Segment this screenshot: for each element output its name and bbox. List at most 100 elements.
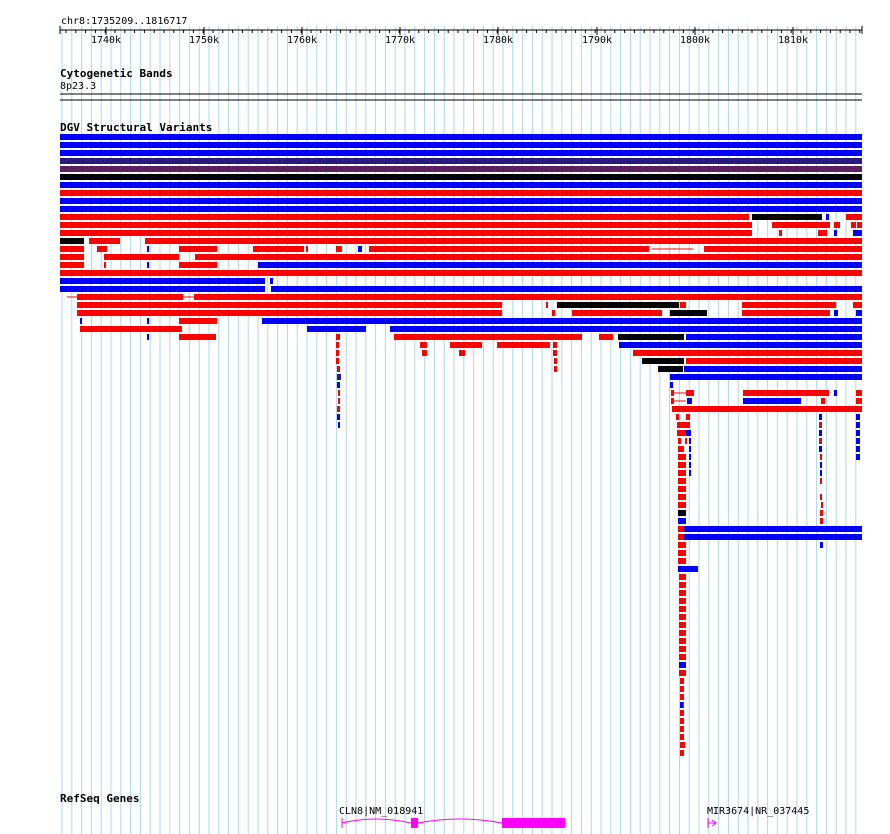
sv-feature[interactable] xyxy=(60,206,862,212)
sv-feature[interactable] xyxy=(679,638,686,644)
sv-feature[interactable] xyxy=(104,254,179,260)
sv-feature[interactable] xyxy=(554,366,557,372)
sv-feature[interactable] xyxy=(679,582,686,588)
sv-feature[interactable] xyxy=(337,382,340,388)
sv-feature[interactable] xyxy=(60,182,862,188)
sv-feature[interactable] xyxy=(851,222,856,228)
sv-feature[interactable] xyxy=(819,446,822,452)
sv-feature[interactable] xyxy=(857,222,862,228)
sv-feature[interactable] xyxy=(678,542,686,548)
sv-feature[interactable] xyxy=(684,526,862,532)
cln8-exon-1[interactable] xyxy=(411,818,418,828)
sv-feature[interactable] xyxy=(678,566,698,572)
sv-feature[interactable] xyxy=(572,310,662,316)
sv-feature[interactable] xyxy=(679,622,686,628)
sv-feature[interactable] xyxy=(258,262,862,268)
sv-feature[interactable] xyxy=(77,294,183,300)
sv-feature[interactable] xyxy=(686,358,862,364)
sv-feature[interactable] xyxy=(670,310,707,316)
sv-feature[interactable] xyxy=(60,238,84,244)
sv-feature[interactable] xyxy=(179,246,217,252)
cytoband-track-title[interactable]: Cytogenetic Bands xyxy=(60,67,173,80)
sv-feature[interactable] xyxy=(60,134,862,140)
sv-feature[interactable] xyxy=(60,158,862,164)
sv-feature[interactable] xyxy=(686,334,862,340)
sv-feature[interactable] xyxy=(856,454,860,460)
sv-feature[interactable] xyxy=(390,326,862,332)
sv-feature[interactable] xyxy=(687,398,692,404)
sv-feature[interactable] xyxy=(179,334,216,340)
sv-feature[interactable] xyxy=(60,166,862,172)
sv-feature[interactable] xyxy=(689,470,691,476)
sv-feature[interactable] xyxy=(678,558,686,564)
sv-feature[interactable] xyxy=(779,230,782,236)
refseq-track-title[interactable]: RefSeq Genes xyxy=(60,792,140,805)
sv-feature[interactable] xyxy=(678,534,686,540)
sv-feature[interactable] xyxy=(80,326,182,332)
sv-feature[interactable] xyxy=(307,326,366,332)
sv-feature[interactable] xyxy=(557,302,679,308)
sv-feature[interactable] xyxy=(619,342,862,348)
sv-feature[interactable] xyxy=(704,246,862,252)
sv-feature[interactable] xyxy=(821,502,823,508)
sv-feature[interactable] xyxy=(821,398,825,404)
sv-feature[interactable] xyxy=(819,430,822,436)
sv-feature[interactable] xyxy=(262,318,862,324)
sv-feature[interactable] xyxy=(60,150,862,156)
sv-feature[interactable] xyxy=(336,358,339,364)
sv-feature[interactable] xyxy=(553,350,557,356)
sv-feature[interactable] xyxy=(678,550,686,556)
sv-feature[interactable] xyxy=(743,398,801,404)
sv-feature[interactable] xyxy=(394,334,582,340)
sv-feature[interactable] xyxy=(599,334,613,340)
sv-feature[interactable] xyxy=(60,142,862,148)
sv-feature[interactable] xyxy=(459,350,465,356)
sv-feature[interactable] xyxy=(678,470,686,476)
sv-feature[interactable] xyxy=(679,670,686,676)
sv-feature[interactable] xyxy=(179,318,217,324)
sv-feature[interactable] xyxy=(678,518,686,524)
sv-feature[interactable] xyxy=(450,342,482,348)
sv-feature[interactable] xyxy=(680,702,683,708)
sv-feature[interactable] xyxy=(678,502,686,508)
sv-feature[interactable] xyxy=(337,414,340,420)
sv-feature[interactable] xyxy=(179,262,217,268)
sv-feature[interactable] xyxy=(253,246,304,252)
sv-feature[interactable] xyxy=(689,454,691,460)
sv-feature[interactable] xyxy=(678,462,686,468)
sv-feature[interactable] xyxy=(819,422,822,428)
sv-feature[interactable] xyxy=(336,342,339,348)
sv-feature[interactable] xyxy=(742,302,836,308)
sv-feature[interactable] xyxy=(820,454,822,460)
sv-feature[interactable] xyxy=(678,526,686,532)
sv-feature[interactable] xyxy=(679,614,686,620)
sv-feature[interactable] xyxy=(80,318,82,324)
sv-feature[interactable] xyxy=(679,646,686,652)
sv-feature[interactable] xyxy=(743,390,829,396)
sv-feature[interactable] xyxy=(676,414,679,420)
sv-feature[interactable] xyxy=(678,438,681,444)
sv-feature[interactable] xyxy=(336,246,342,252)
sv-feature[interactable] xyxy=(97,246,107,252)
sv-feature[interactable] xyxy=(678,494,686,500)
sv-feature[interactable] xyxy=(820,470,822,476)
sv-feature[interactable] xyxy=(89,238,120,244)
sv-feature[interactable] xyxy=(552,310,555,316)
sv-feature[interactable] xyxy=(856,390,862,396)
sv-feature[interactable] xyxy=(820,518,823,524)
sv-feature[interactable] xyxy=(680,694,684,700)
sv-feature[interactable] xyxy=(819,438,822,444)
sv-feature[interactable] xyxy=(336,334,340,340)
sv-feature[interactable] xyxy=(553,342,557,348)
gene-label-cln8[interactable]: CLN8|NM_018941 xyxy=(339,806,424,817)
sv-feature[interactable] xyxy=(834,230,837,236)
sv-feature[interactable] xyxy=(679,654,686,660)
sv-feature[interactable] xyxy=(60,190,862,196)
sv-feature[interactable] xyxy=(678,478,686,484)
sv-feature[interactable] xyxy=(677,422,690,428)
sv-feature[interactable] xyxy=(60,214,749,220)
sv-feature[interactable] xyxy=(679,662,686,668)
sv-feature[interactable] xyxy=(497,342,550,348)
sv-feature[interactable] xyxy=(420,342,427,348)
sv-feature[interactable] xyxy=(336,350,339,356)
